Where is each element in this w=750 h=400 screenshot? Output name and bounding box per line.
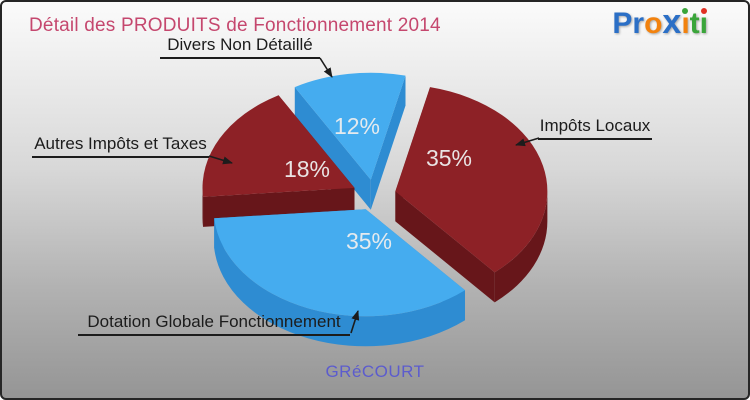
logo-letter: ı	[681, 7, 690, 40]
callout-dotation-globale-fonctionnement: Dotation Globale Fonctionnement	[78, 312, 350, 336]
callout-autres-impots-et-taxes: Autres Impôts et Taxes	[32, 134, 209, 158]
chart-title: Détail des PRODUITS de Fonctionnement 20…	[29, 15, 441, 36]
leader-line	[319, 57, 333, 78]
leader-line	[350, 310, 360, 334]
logo-letter: t	[689, 7, 700, 40]
pie-slice-top	[294, 72, 406, 180]
pie-slice	[395, 87, 548, 303]
pie-slice-wall	[370, 75, 406, 210]
percent-label: 18%	[284, 156, 330, 182]
pie-slice-wall	[294, 87, 371, 210]
pie-slice	[294, 72, 406, 210]
percent-label: 35%	[346, 228, 392, 254]
logo-letter: x	[662, 3, 682, 41]
commune-name: GRéCOURT	[325, 362, 425, 381]
percent-label: 35%	[426, 145, 472, 171]
pie-slice-rim	[214, 218, 466, 347]
leader-line	[208, 155, 233, 165]
pie-slice-top	[214, 209, 466, 317]
leader-line	[515, 137, 540, 147]
pie-slice-rim	[202, 187, 204, 227]
pie-slice-wall	[395, 191, 495, 303]
logo-letter-dot	[682, 8, 689, 14]
logo-letter: r	[632, 7, 645, 40]
callout-divers-non-detaille: Divers Non Détaillé	[160, 35, 320, 59]
proxiti-logo[interactable]: Proxı tı	[612, 3, 708, 41]
callout-leader-lines	[208, 57, 540, 334]
logo-letter: o	[644, 7, 663, 40]
callout-impots-locaux: Impôts Locaux	[538, 116, 652, 140]
logo-letter-dot	[700, 8, 707, 14]
pie-slices	[202, 72, 548, 347]
percent-labels: 12% 35% 35% 18%	[284, 113, 472, 254]
logo-letter: ı	[699, 7, 708, 40]
pie-slice-top	[202, 95, 355, 197]
pie-slice-top	[395, 87, 548, 273]
logo-letter: P	[612, 7, 633, 40]
pie-slice	[214, 209, 466, 347]
pie-slice-rim	[494, 191, 548, 303]
percent-label: 12%	[334, 113, 380, 139]
